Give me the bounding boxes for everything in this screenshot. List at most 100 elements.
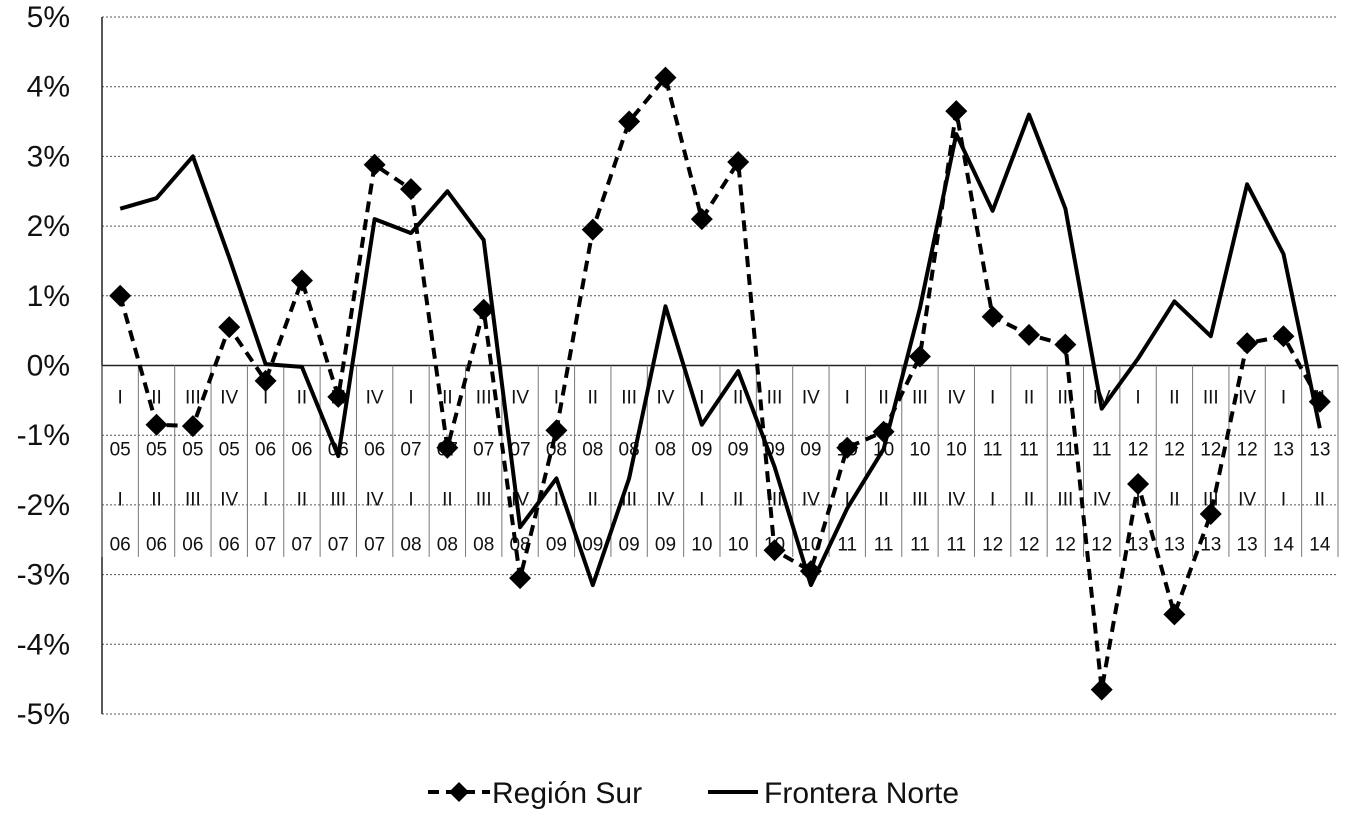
category-label: I	[554, 490, 559, 511]
category-label: 06	[255, 440, 276, 461]
category-label: III	[912, 490, 928, 511]
category-label: 12	[982, 535, 1003, 556]
category-label: III	[1203, 490, 1219, 511]
category-label: 13	[1237, 535, 1258, 556]
category-label: 06	[219, 535, 240, 556]
category-label: 13	[1127, 535, 1148, 556]
category-label: II	[587, 388, 598, 409]
legend-marker-region-sur	[449, 782, 469, 802]
category-label: I	[408, 388, 413, 409]
category-label: 13	[1273, 440, 1294, 461]
series-line-frontera-norte	[119, 112, 1322, 588]
category-label: I	[1135, 490, 1140, 511]
category-axis-layer: IIIIIIIVIIIIIIIVIIIIIIIVIIIIIIIVIIIIIIIV…	[101, 365, 1339, 557]
data-point-region-sur	[618, 110, 641, 133]
legend: Región Sur Frontera Norte	[428, 777, 959, 810]
data-point-region-sur	[1018, 323, 1040, 346]
category-label: IV	[366, 490, 384, 511]
data-point-region-sur	[145, 413, 168, 436]
data-point-region-sur	[1236, 332, 1259, 355]
legend-label-region-sur: Región Sur	[492, 777, 642, 810]
category-label: 14	[1273, 535, 1295, 556]
category-label: I	[263, 388, 268, 409]
data-point-region-sur	[981, 305, 1004, 328]
category-label: III	[912, 388, 928, 409]
y-tick-layer: 5% 4% 3% 2% 1% 0% -1% -2% -3% -4% -5%	[17, 1, 70, 731]
category-label: II	[878, 388, 889, 409]
category-label: I	[263, 490, 268, 511]
category-label: 09	[619, 535, 640, 556]
data-point-region-sur	[181, 415, 204, 438]
category-label: 05	[110, 440, 131, 461]
category-label: 10	[909, 440, 930, 461]
category-label: 06	[364, 440, 385, 461]
category-label: III	[185, 388, 201, 409]
data-point-region-sur	[472, 298, 495, 321]
category-label: I	[118, 490, 123, 511]
y-tick-label: 5%	[27, 1, 70, 34]
category-label: II	[878, 490, 889, 511]
data-point-region-sur	[254, 369, 277, 392]
category-label: 09	[546, 535, 567, 556]
y-tick-label: 4%	[27, 71, 70, 104]
data-point-region-sur	[763, 539, 786, 562]
category-label: II	[733, 388, 744, 409]
category-label: 07	[509, 440, 530, 461]
data-point-region-sur	[1127, 472, 1150, 495]
category-label: 09	[655, 535, 676, 556]
y-tick-label: 2%	[27, 210, 70, 243]
category-label: IV	[656, 490, 674, 511]
category-label: 13	[1164, 535, 1185, 556]
data-point-region-sur	[1308, 390, 1331, 413]
category-label: 12	[1055, 535, 1076, 556]
category-label: 06	[182, 535, 203, 556]
data-point-region-sur	[1054, 333, 1077, 356]
series-line-region-sur	[118, 75, 1322, 692]
category-label: 12	[1200, 440, 1221, 461]
y-tick-label: -5%	[17, 698, 70, 731]
category-label: 10	[800, 535, 821, 556]
data-point-region-sur	[690, 208, 713, 231]
data-point-region-sur	[727, 150, 750, 173]
category-label: 11	[910, 535, 930, 556]
category-label: 07	[291, 535, 312, 556]
category-label: 06	[291, 440, 312, 461]
category-label: IV	[1238, 490, 1256, 511]
data-point-region-sur	[218, 316, 241, 339]
category-label: 05	[146, 440, 167, 461]
category-label: IV	[220, 388, 238, 409]
category-label: 08	[437, 535, 458, 556]
data-point-region-sur	[945, 100, 968, 123]
category-label: IV	[802, 388, 820, 409]
category-label: IV	[802, 490, 820, 511]
data-point-region-sur	[436, 436, 459, 459]
category-label: IV	[220, 490, 238, 511]
category-label: 09	[800, 440, 821, 461]
data-point-region-sur	[363, 153, 386, 176]
category-label: 11	[837, 535, 857, 556]
category-label: 08	[655, 440, 676, 461]
category-label: II	[297, 388, 308, 409]
category-label: 11	[874, 535, 894, 556]
category-label: 07	[328, 535, 349, 556]
data-point-region-sur	[654, 66, 677, 89]
category-label: 14	[1309, 535, 1331, 556]
category-label: II	[1024, 388, 1035, 409]
category-label: 05	[219, 440, 240, 461]
category-label: 10	[691, 535, 712, 556]
category-label: III	[1057, 490, 1073, 511]
category-label: III	[476, 388, 492, 409]
category-label: 05	[182, 440, 203, 461]
category-label: I	[990, 388, 995, 409]
category-label: 12	[1091, 535, 1112, 556]
data-point-region-sur	[509, 567, 532, 590]
category-label: 11	[1019, 440, 1039, 461]
category-label: 07	[400, 440, 421, 461]
category-label: I	[845, 388, 850, 409]
category-label: 07	[364, 535, 385, 556]
category-label: I	[1281, 490, 1286, 511]
category-label: III	[1203, 388, 1219, 409]
category-label: I	[699, 490, 704, 511]
y-tick-label: -4%	[17, 628, 70, 661]
